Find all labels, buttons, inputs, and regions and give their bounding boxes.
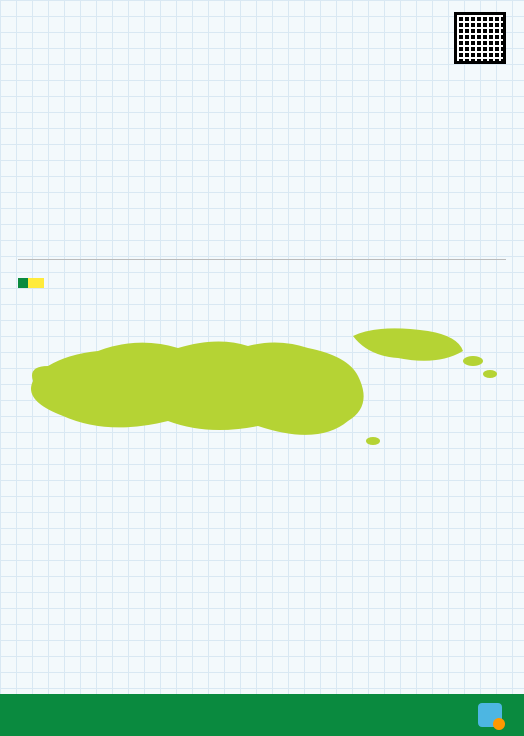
bar-chart <box>18 162 506 260</box>
footer <box>0 694 524 736</box>
kpi-boxes <box>0 20 524 36</box>
map <box>18 276 506 466</box>
bps-logo-icon <box>478 703 502 727</box>
line-chart <box>18 42 506 152</box>
map-shape <box>18 276 506 466</box>
